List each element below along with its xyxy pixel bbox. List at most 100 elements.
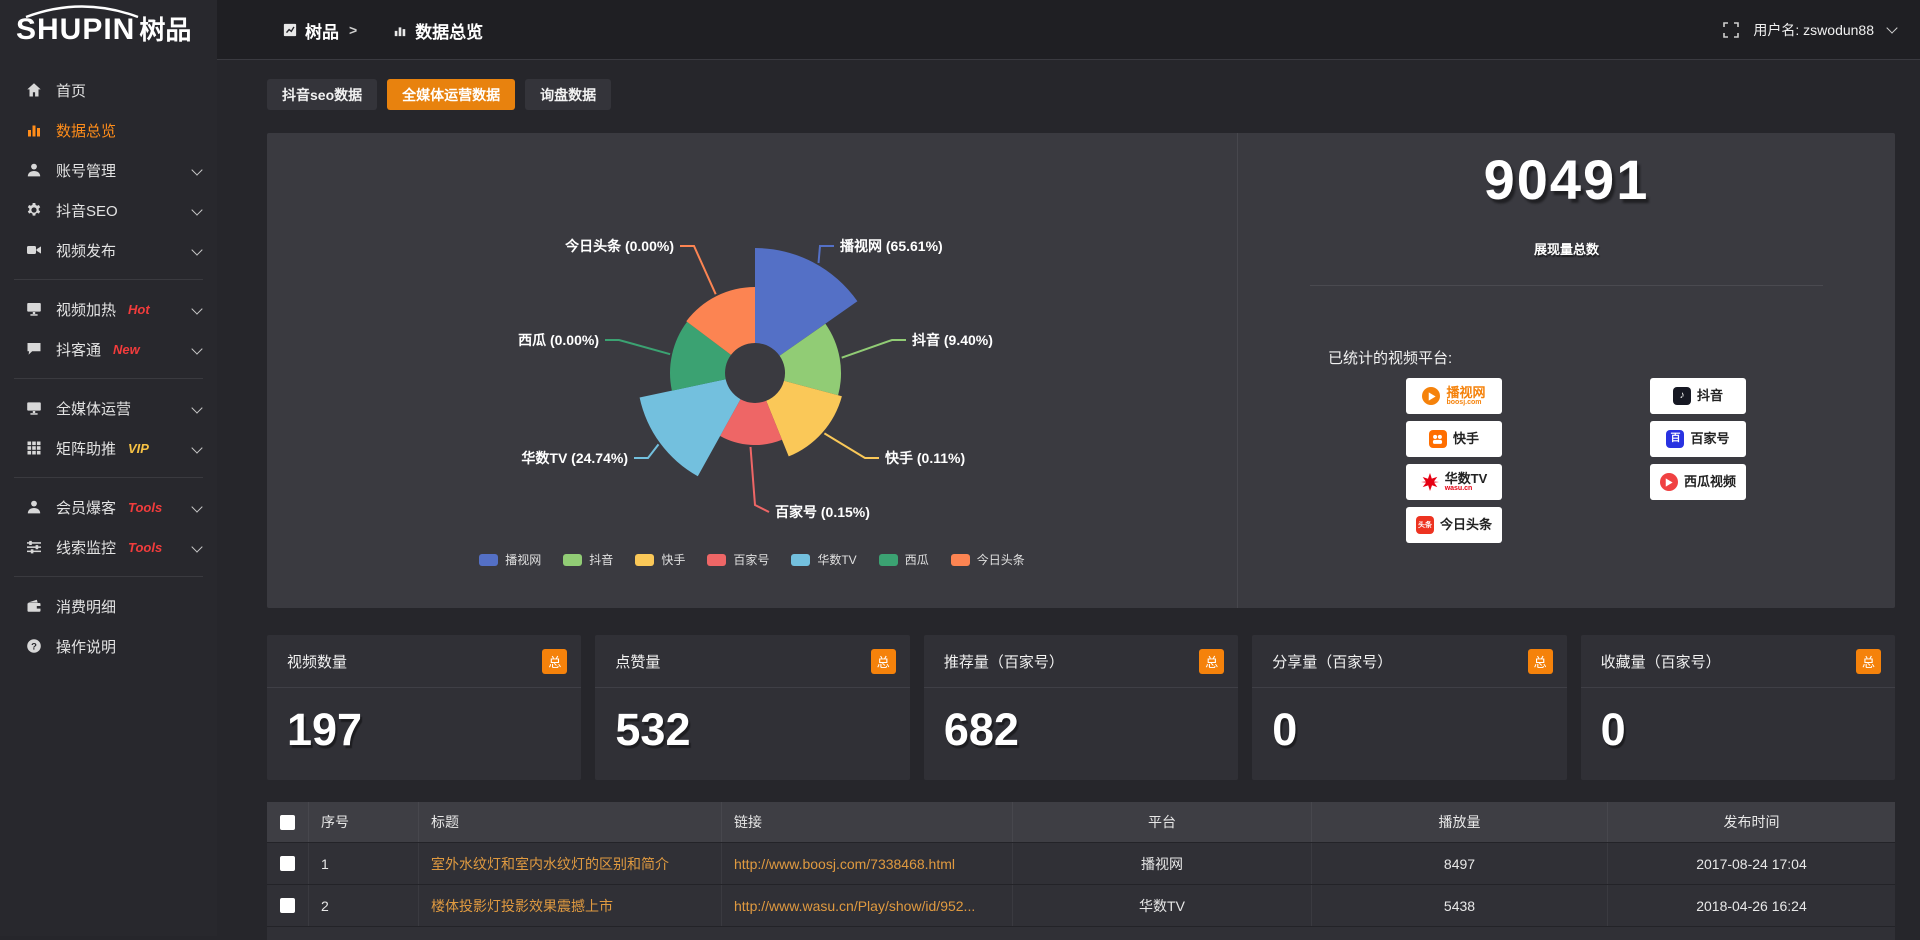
sidebar-item-wallet[interactable]: 消费明细 bbox=[0, 586, 217, 626]
tab-omni-media[interactable]: 全媒体运营数据 bbox=[387, 79, 516, 110]
pie-slice-1[interactable] bbox=[779, 323, 842, 396]
platforms-title: 已统计的视频平台: bbox=[1328, 350, 1453, 367]
boosj-icon bbox=[1422, 387, 1441, 405]
pie-label-line bbox=[605, 339, 671, 356]
cell-link[interactable]: http://www.wasu.cn/Play/show/id/952... bbox=[721, 885, 1012, 926]
sidebar-item-home[interactable]: 首页 bbox=[0, 70, 217, 110]
total-badge[interactable]: 总 bbox=[870, 648, 896, 674]
cell-plays: 8497 bbox=[1311, 843, 1607, 884]
stat-card-header: 收藏量（百家号） 总 bbox=[1580, 635, 1896, 688]
tab-inquiry[interactable]: 询盘数据 bbox=[525, 79, 612, 110]
stat-card-4: 收藏量（百家号） 总 0 bbox=[1580, 635, 1896, 780]
chart-panel: 播视网 (65.61%) 抖音 (9.40%) 快手 (0.11%) 百家号 (0.1… bbox=[267, 133, 1895, 608]
legend-item[interactable]: 抖音 bbox=[563, 551, 613, 568]
cell-platform: 华数TV bbox=[1012, 885, 1311, 926]
sidebar-item-help[interactable]: ? 操作说明 bbox=[0, 626, 217, 666]
video-icon bbox=[26, 242, 42, 258]
rose-pie-chart[interactable]: 播视网 (65.61%) 抖音 (9.40%) 快手 (0.11%) 百家号 (0.1… bbox=[267, 133, 1237, 608]
breadcrumb-current[interactable]: 数据总览 bbox=[415, 22, 484, 42]
stat-card-header: 点赞量 总 bbox=[595, 635, 910, 688]
sidebar-item-badge: Tools bbox=[128, 499, 163, 515]
main-content: 抖音seo数据 全媒体运营数据 询盘数据 播视网 (65.61%) 抖音 (9.40%… bbox=[267, 60, 1896, 940]
cell-title[interactable]: 楼体投影灯投影效果震撼上市 bbox=[418, 885, 721, 926]
sidebar-item-sliders[interactable]: 线索监控 Tools bbox=[0, 527, 217, 567]
platform-name: 西瓜视频 bbox=[1683, 474, 1736, 490]
table-row: 2 楼体投影灯投影效果震撼上市 http://www.wasu.cn/Play/sh… bbox=[267, 884, 1895, 926]
chevron-down-icon bbox=[191, 204, 203, 216]
platform-logo-douyin: ♪ 抖音 bbox=[1650, 378, 1746, 414]
platform-logo-baijia: 百百家号 bbox=[1650, 421, 1746, 457]
sidebar-item-monitor[interactable]: 全媒体运营 bbox=[0, 388, 217, 428]
stat-card-label: 收藏量（百家号） bbox=[1600, 653, 1721, 671]
tab-douyin-seo[interactable]: 抖音seo数据 bbox=[267, 79, 378, 110]
chevron-down-icon bbox=[191, 164, 203, 176]
videos-table: 序号 标题 链接 平台 播放量 发布时间 1 室外水纹灯和室内水纹灯的区别和简介 http://… bbox=[267, 802, 1895, 940]
sidebar-group-divider bbox=[14, 279, 203, 280]
platform-logo-boosj: 播视网 boosj.com bbox=[1406, 378, 1502, 414]
platform-sub: boosj.com bbox=[1446, 399, 1482, 407]
pie-label-line bbox=[841, 339, 906, 359]
pie-callout-label: 西瓜 (0.00%) bbox=[518, 332, 599, 348]
cell-title[interactable]: 室外水纹灯和室内水纹灯的区别和简介 bbox=[418, 843, 721, 884]
toutiao-icon: 头条 bbox=[1415, 516, 1434, 534]
legend-label: 抖音 bbox=[589, 553, 614, 567]
legend-item[interactable]: 百家号 bbox=[707, 551, 769, 568]
cell-link[interactable]: http://www.boosj.com/7338468.html bbox=[721, 843, 1012, 884]
sidebar-item-label: 抖音SEO bbox=[56, 202, 118, 220]
row-checkbox[interactable] bbox=[280, 856, 295, 871]
pie-chart-area: 播视网 (65.61%) 抖音 (9.40%) 快手 (0.11%) 百家号 (0.1… bbox=[267, 133, 1237, 608]
pie-slice-5[interactable] bbox=[670, 321, 731, 391]
total-badge[interactable]: 总 bbox=[1199, 648, 1225, 674]
sidebar-item-label: 全媒体运营 bbox=[56, 400, 132, 418]
sidebar-item-video[interactable]: 视频发布 bbox=[0, 230, 217, 270]
table-header-cell: 平台 bbox=[1012, 802, 1311, 842]
select-all-checkbox[interactable] bbox=[280, 814, 295, 830]
legend-item[interactable]: 播视网 bbox=[479, 551, 541, 568]
cell-plays: 5438 bbox=[1311, 885, 1607, 926]
chevron-down-icon bbox=[191, 541, 203, 553]
sidebar-item-display[interactable]: 视频加热 Hot bbox=[0, 289, 217, 329]
legend-item[interactable]: 今日头条 bbox=[950, 551, 1025, 568]
total-badge[interactable]: 总 bbox=[542, 648, 568, 674]
total-badge[interactable]: 总 bbox=[1856, 648, 1882, 674]
sidebar-menu: 首页数据总览账号管理抖音SEO 视频发布视频加热 Hot 抖客通 New 全媒体运营矩阵助… bbox=[0, 60, 217, 666]
stat-card-label: 视频数量 bbox=[287, 653, 348, 671]
member-icon bbox=[26, 499, 42, 515]
row-checkbox[interactable] bbox=[280, 898, 295, 913]
legend-label: 播视网 bbox=[505, 553, 542, 567]
sidebar-item-chat[interactable]: 抖客通 New bbox=[0, 329, 217, 369]
stat-cards-row: 视频数量总 197 点赞量总 532 推荐量（百家号）总 682 分享量（百家号）总 0 收藏量… bbox=[267, 635, 1896, 780]
stat-card-3: 分享量（百家号） 总 0 bbox=[1252, 635, 1567, 780]
sidebar-item-member[interactable]: 会员爆客 Tools bbox=[0, 487, 217, 527]
chat-icon bbox=[26, 341, 42, 357]
platform-logo-kuaishou: 快手 bbox=[1406, 421, 1502, 457]
sidebar-item-user[interactable]: 账号管理 bbox=[0, 150, 217, 190]
user-menu-chevron-icon[interactable] bbox=[1886, 22, 1898, 34]
sidebar-item-badge: Tools bbox=[128, 539, 163, 555]
legend-item[interactable]: 快手 bbox=[635, 551, 685, 568]
stat-card-label: 推荐量（百家号） bbox=[943, 653, 1064, 671]
sidebar-item-label: 数据总览 bbox=[56, 122, 117, 140]
username-label[interactable]: 用户名: zswodun88 bbox=[1753, 22, 1874, 38]
legend-item[interactable]: 华数TV bbox=[791, 551, 857, 568]
sidebar-item-label: 首页 bbox=[56, 82, 87, 100]
total-badge[interactable]: 总 bbox=[1527, 648, 1553, 674]
pie-slice-2[interactable] bbox=[766, 380, 842, 457]
pie-label-line bbox=[823, 432, 879, 459]
fullscreen-icon[interactable] bbox=[1723, 22, 1740, 38]
pie-slice-0[interactable] bbox=[755, 248, 858, 356]
pie-slice-3[interactable] bbox=[720, 399, 782, 446]
sidebar-item-gear[interactable]: 抖音SEO bbox=[0, 190, 217, 230]
app-logo[interactable]: SHUPIN 树品 bbox=[0, 0, 217, 60]
topbar-right: 用户名: zswodun88 bbox=[1723, 0, 1898, 60]
cell-seq: 2 bbox=[308, 885, 418, 926]
pie-slice-6[interactable] bbox=[686, 287, 755, 355]
legend-item[interactable]: 西瓜 bbox=[878, 551, 929, 568]
breadcrumb-root[interactable]: 树品 bbox=[305, 22, 339, 42]
xigua-icon bbox=[1659, 473, 1678, 491]
sidebar-item-grid[interactable]: 矩阵助推 VIP bbox=[0, 428, 217, 468]
bar-chart-icon bbox=[394, 27, 406, 37]
site-icon bbox=[283, 23, 297, 37]
pie-slice-4[interactable] bbox=[639, 379, 741, 477]
sidebar-item-chart[interactable]: 数据总览 bbox=[0, 110, 217, 150]
